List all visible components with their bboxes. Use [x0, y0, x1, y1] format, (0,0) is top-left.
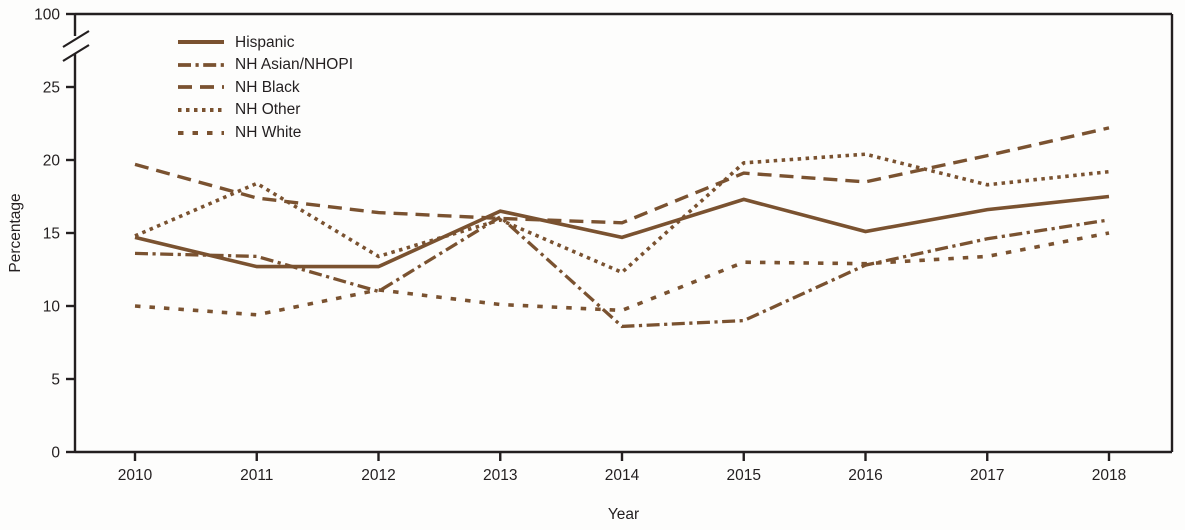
legend-label-nh-other: NH Other [235, 101, 301, 119]
y-axis-title: Percentage [7, 193, 24, 272]
x-axis-title: Year [608, 506, 639, 523]
x-tick-label: 2017 [970, 467, 1004, 484]
legend-label-nh-white: NH White [235, 123, 302, 141]
legend-item-nh-asian-nhopi: NH Asian/NHOPI [178, 54, 353, 77]
legend-item-nh-other: NH Other [178, 99, 353, 122]
axis-break-slash [62, 44, 90, 62]
x-tick-label: 2016 [848, 467, 882, 484]
x-tick-label: 2015 [727, 467, 761, 484]
chart-legend: Hispanic NH Asian/NHOPI NH Black NH Other NH… [178, 31, 353, 144]
legend-swatch-nh-white [178, 130, 224, 135]
series-line-nh-black [134, 126, 1110, 225]
legend-swatch-nh-other [178, 108, 224, 113]
legend-swatch-nh-asian-nhopi [178, 63, 224, 67]
legend-item-nh-white: NH White [178, 121, 353, 144]
x-tick-label: 2013 [483, 467, 517, 484]
legend-swatch-hispanic [178, 40, 224, 45]
x-tick-label: 2011 [240, 467, 273, 484]
y-tick-label: 10 [43, 299, 61, 316]
x-tick-label: 2012 [361, 467, 395, 484]
y-tick-label: 20 [43, 153, 61, 170]
y-tick-label: 0 [51, 445, 60, 462]
y-tick-label: 25 [43, 80, 60, 97]
legend-item-hispanic: Hispanic [178, 31, 353, 54]
y-tick-label: 15 [43, 226, 60, 243]
x-tick-label: 2010 [118, 467, 153, 484]
legend-swatch-nh-black [178, 85, 224, 90]
series-line-nh-white [134, 231, 1110, 317]
y-tick-label: 5 [51, 372, 60, 389]
x-tick-label: 2018 [1092, 467, 1126, 484]
series-line-nh-asian-nhopi [134, 214, 1110, 329]
legend-label-nh-black: NH Black [235, 78, 300, 96]
y-tick-label: 100 [34, 7, 60, 24]
legend-item-nh-black: NH Black [178, 76, 353, 99]
x-tick-label: 2014 [605, 467, 640, 484]
legend-label-hispanic: Hispanic [235, 33, 295, 51]
axis-break-slash [62, 30, 90, 48]
legend-label-nh-asian-nhopi: NH Asian/NHOPI [235, 56, 354, 74]
